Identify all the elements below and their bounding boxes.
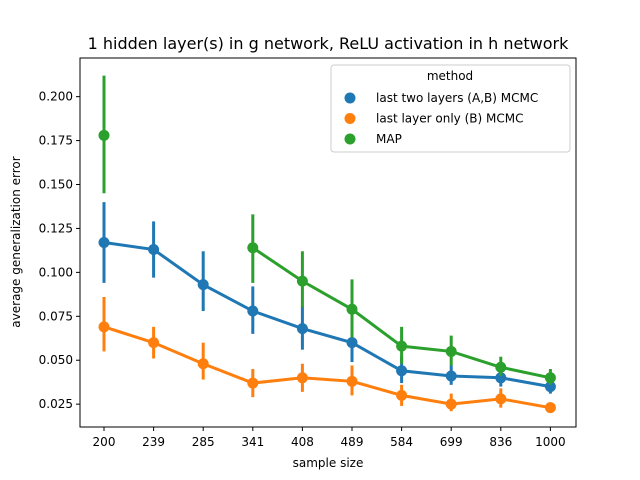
data-point bbox=[445, 345, 457, 357]
data-point bbox=[544, 372, 556, 384]
data-point bbox=[148, 244, 160, 256]
data-point bbox=[296, 372, 308, 384]
y-tick-label: 0.175 bbox=[39, 134, 73, 148]
legend-marker bbox=[344, 92, 356, 104]
data-point bbox=[396, 389, 408, 401]
x-tick-label: 285 bbox=[192, 435, 215, 449]
legend: method last two layers (A,B) MCMC last la… bbox=[330, 64, 571, 153]
y-tick-label: 0.050 bbox=[39, 353, 73, 367]
data-point bbox=[346, 375, 358, 387]
x-tick-label: 489 bbox=[341, 435, 364, 449]
x-tick-label: 239 bbox=[142, 435, 165, 449]
data-point bbox=[495, 372, 507, 384]
x-tick-label: 584 bbox=[390, 435, 413, 449]
data-point bbox=[445, 370, 457, 382]
x-tick-label: 699 bbox=[440, 435, 463, 449]
data-point bbox=[495, 361, 507, 373]
legend-marker bbox=[344, 113, 356, 124]
x-tick-label: 408 bbox=[291, 435, 314, 449]
series-3 bbox=[98, 75, 556, 385]
chart-title: 1 hidden layer(s) in g network, ReLU act… bbox=[88, 34, 569, 53]
data-point bbox=[346, 337, 358, 349]
data-point bbox=[148, 337, 160, 349]
data-point bbox=[544, 402, 556, 414]
y-tick-label: 0.100 bbox=[39, 265, 73, 279]
legend-label: last layer only (B) MCMC bbox=[376, 112, 523, 126]
y-tick-label: 0.075 bbox=[39, 309, 73, 323]
data-point bbox=[296, 275, 308, 287]
series-2 bbox=[98, 296, 556, 414]
data-point bbox=[396, 365, 408, 377]
x-tick-label: 200 bbox=[93, 435, 116, 449]
series-layer bbox=[98, 75, 556, 414]
legend-label: last two layers (A,B) MCMC bbox=[376, 91, 538, 105]
data-point bbox=[98, 321, 110, 333]
y-tick-label: 0.125 bbox=[39, 221, 73, 235]
x-tick-label: 341 bbox=[241, 435, 264, 449]
data-point bbox=[544, 381, 556, 393]
data-point bbox=[247, 305, 259, 317]
data-point bbox=[346, 303, 358, 315]
y-axis-label: average generalization error bbox=[9, 156, 23, 327]
y-axis: 0.025 0.050 0.075 0.100 0.125 0.150 0.175 0.200 bbox=[39, 90, 80, 411]
legend-marker bbox=[344, 133, 356, 145]
x-tick-label: 836 bbox=[489, 435, 512, 449]
data-point bbox=[247, 242, 259, 254]
data-point bbox=[98, 237, 110, 248]
data-point bbox=[197, 358, 209, 370]
y-tick-label: 0.150 bbox=[39, 178, 73, 192]
x-axis-label: sample size bbox=[293, 456, 364, 470]
data-point bbox=[247, 377, 259, 389]
series-line bbox=[103, 325, 551, 410]
series-line bbox=[103, 241, 551, 389]
data-point bbox=[445, 398, 457, 410]
legend-label: MAP bbox=[376, 132, 402, 146]
data-point bbox=[495, 393, 507, 405]
data-point bbox=[396, 340, 408, 352]
data-point bbox=[197, 279, 209, 291]
y-tick-label: 0.025 bbox=[39, 397, 73, 411]
y-tick-label: 0.200 bbox=[39, 90, 73, 104]
data-point bbox=[296, 323, 308, 335]
legend-items: last two layers (A,B) MCMC last layer onl… bbox=[344, 91, 538, 146]
legend-title: method bbox=[427, 69, 473, 83]
x-tick-label: 1000 bbox=[535, 435, 566, 449]
series-1 bbox=[98, 202, 556, 394]
data-point bbox=[98, 129, 110, 141]
x-axis: 200 239 285 341 408 489 584 699 836 1000 bbox=[93, 427, 566, 449]
legend-box bbox=[330, 64, 571, 153]
